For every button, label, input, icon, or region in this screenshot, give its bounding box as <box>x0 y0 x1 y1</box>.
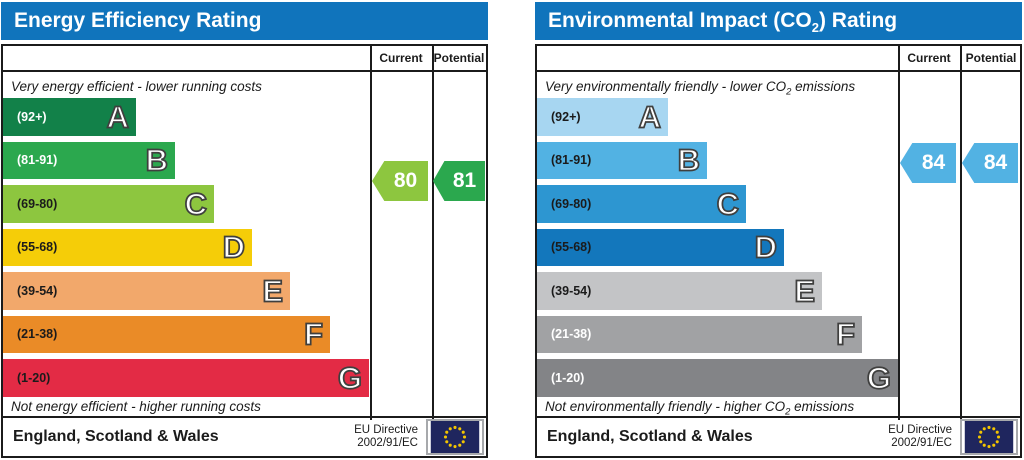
top-caption-post: emissions <box>791 79 856 94</box>
region-label: England, Scotland & Wales <box>13 428 219 445</box>
band-range-label: (1-20) <box>551 370 585 385</box>
bottom-caption-text: Not energy efficient - higher running co… <box>11 399 261 414</box>
current-rating-value: 84 <box>921 151 946 174</box>
potential-rating-value: 84 <box>983 151 1008 174</box>
bottom-caption-text: Not environmentally friendly - higher CO <box>545 399 786 414</box>
top-caption-text: Very environmentally friendly - lower CO <box>545 79 787 94</box>
current-column-header: Current <box>379 51 423 65</box>
band-letter: A <box>638 99 662 135</box>
band-range-label: (1-20) <box>17 370 51 385</box>
epc-table: Current Potential Very energy efficient … <box>1 44 488 458</box>
top-caption: Very energy efficient - lower running co… <box>3 75 370 98</box>
band-letter: E <box>793 273 815 309</box>
band-letter: C <box>716 186 740 222</box>
band-range-label: (92+) <box>551 109 581 124</box>
band-row-f: (21-38) F <box>537 315 862 353</box>
bottom-caption-post: emissions <box>790 399 855 414</box>
band-row-a: (92+) A <box>537 98 668 136</box>
band-row-e: (39-54) E <box>537 272 822 310</box>
footer-row: England, Scotland & Wales EU Directive 2… <box>3 416 486 456</box>
eu-directive-label: EU Directive 2002/91/EC <box>354 424 418 450</box>
band-range-label: (39-54) <box>17 283 58 298</box>
column-divider <box>370 46 372 420</box>
band-letter: B <box>145 142 169 178</box>
chart-title: Energy Efficiency Rating <box>14 9 262 32</box>
top-caption-subscript: 2 <box>786 86 792 98</box>
band-row-d: (55-68) D <box>3 228 252 266</box>
band-range-label: (81-91) <box>551 153 592 168</box>
potential-rating-arrow: 81 <box>433 161 485 201</box>
band-letter: E <box>261 273 283 309</box>
band-range-label: (21-38) <box>17 327 58 342</box>
band-letter: B <box>677 142 701 178</box>
band-row-b: (81-91) B <box>537 141 707 179</box>
band-range-label: (55-68) <box>551 240 592 255</box>
band-letter: G <box>866 360 892 396</box>
chart-title-bar: Environmental Impact (CO2) Rating <box>535 2 1022 40</box>
chart-title: Environmental Impact (CO <box>548 9 812 32</box>
band-letter: C <box>184 186 208 222</box>
column-divider <box>960 46 962 420</box>
chart-title-bar: Energy Efficiency Rating <box>1 2 488 40</box>
eu-directive-label: EU Directive 2002/91/EC <box>888 424 952 450</box>
column-divider <box>898 46 900 420</box>
bottom-caption-subscript: 2 <box>785 406 791 418</box>
band-range-label: (69-80) <box>17 196 58 211</box>
footer-row: England, Scotland & Wales EU Directive 2… <box>537 416 1020 456</box>
band-letter: F <box>835 316 856 352</box>
band-row-c: (69-80) C <box>3 185 214 223</box>
band-range-label: (55-68) <box>17 240 58 255</box>
top-caption: Very environmentally friendly - lower CO… <box>537 75 898 98</box>
eu-directive-line1: EU Directive <box>354 424 418 436</box>
top-caption-text: Very energy efficient - lower running co… <box>11 79 262 94</box>
bottom-caption: Not environmentally friendly - higher CO… <box>537 396 854 420</box>
epc-table: Current Potential Very environmentally f… <box>535 44 1022 458</box>
band-letter: A <box>106 99 130 135</box>
rating-scale-area: Very energy efficient - lower running co… <box>3 72 370 420</box>
column-header-row <box>537 46 1020 72</box>
column-header-row <box>3 46 486 72</box>
band-row-b: (81-91) B <box>3 141 175 179</box>
chart-title-post: ) Rating <box>818 9 898 32</box>
band-letter: G <box>337 360 363 396</box>
environmental-impact-chart: Environmental Impact (CO2) Rating Curren… <box>535 2 1022 458</box>
band-row-g: (1-20) G <box>3 359 369 397</box>
current-column-header: Current <box>907 51 951 65</box>
eu-directive-line1: EU Directive <box>888 424 952 436</box>
band-range-label: (21-38) <box>551 327 592 342</box>
band-range-label: (81-91) <box>17 153 58 168</box>
eu-directive-line2: 2002/91/EC <box>357 437 418 449</box>
band-range-label: (92+) <box>17 109 47 124</box>
potential-rating-value: 81 <box>452 169 477 192</box>
current-rating-value: 80 <box>393 169 418 192</box>
energy-efficiency-chart: Energy Efficiency Rating Current Potenti… <box>1 2 488 458</box>
band-row-d: (55-68) D <box>537 228 784 266</box>
eu-flag-icon <box>960 419 1018 455</box>
current-rating-arrow: 80 <box>372 161 428 201</box>
bottom-caption: Not energy efficient - higher running co… <box>3 396 261 420</box>
band-letter: D <box>754 229 778 265</box>
column-divider <box>432 46 434 420</box>
eu-directive-line2: 2002/91/EC <box>891 437 952 449</box>
band-row-g: (1-20) G <box>537 359 898 397</box>
potential-rating-arrow: 84 <box>962 143 1018 183</box>
rating-scale-area: Very environmentally friendly - lower CO… <box>537 72 898 420</box>
band-row-c: (69-80) C <box>537 185 746 223</box>
band-range-label: (39-54) <box>551 283 592 298</box>
band-row-a: (92+) A <box>3 98 136 136</box>
band-letter: F <box>303 316 324 352</box>
region-label: England, Scotland & Wales <box>547 428 753 445</box>
chart-title-subscript: 2 <box>811 20 819 36</box>
band-row-e: (39-54) E <box>3 272 290 310</box>
potential-column-header: Potential <box>433 51 485 65</box>
eu-flag-icon <box>426 419 484 455</box>
band-range-label: (69-80) <box>551 196 592 211</box>
band-row-f: (21-38) F <box>3 315 330 353</box>
potential-column-header: Potential <box>965 51 1017 65</box>
band-letter: D <box>222 229 246 265</box>
current-rating-arrow: 84 <box>900 143 956 183</box>
